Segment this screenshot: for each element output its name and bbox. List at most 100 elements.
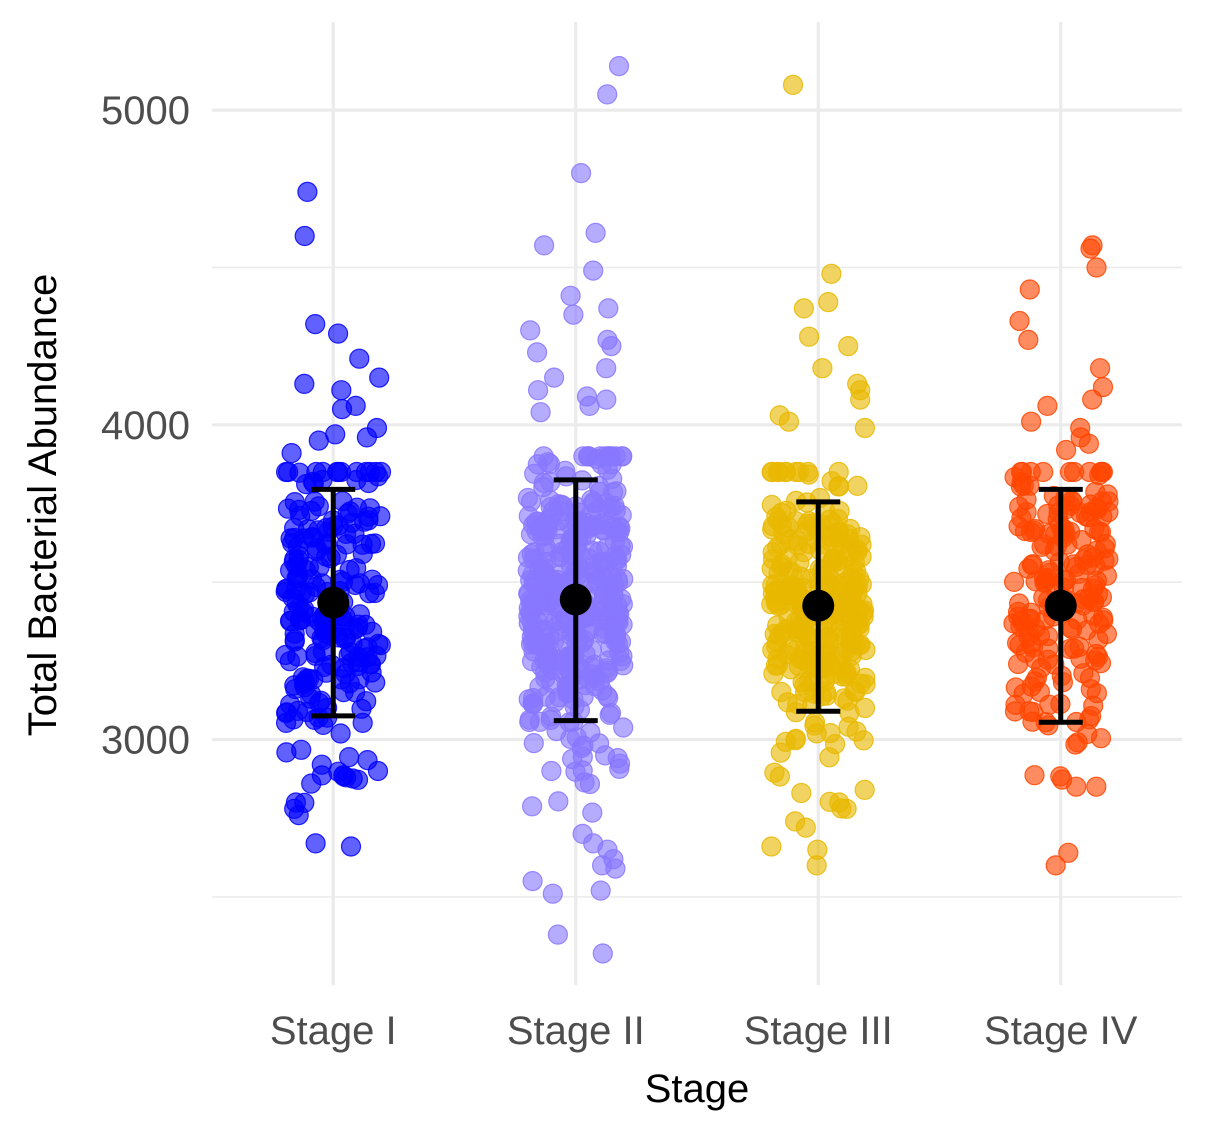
data-point: [294, 676, 315, 698]
data-point: [1086, 776, 1107, 797]
points-layer: [275, 55, 1119, 964]
data-point: [766, 506, 787, 527]
x-tick-label: Stage IV: [984, 1009, 1138, 1053]
data-point: [527, 454, 548, 475]
data-point: [590, 880, 611, 901]
data-point: [582, 802, 603, 823]
data-point: [1045, 855, 1066, 876]
data-point: [283, 709, 304, 730]
data-point: [1091, 461, 1112, 483]
data-point: [818, 563, 839, 584]
data-point: [1024, 765, 1045, 786]
data-point: [1088, 629, 1109, 650]
data-point: [336, 767, 357, 788]
data-point: [356, 427, 377, 448]
data-point: [1038, 715, 1059, 736]
data-point: [538, 509, 559, 530]
data-point: [605, 500, 626, 521]
axis-layer: 3000 4000 5000 Stage I Stage II Stage III Stag…: [101, 89, 1138, 1053]
data-point: [583, 260, 604, 281]
data-point: [291, 739, 312, 760]
data-point: [1086, 257, 1107, 278]
data-point: [570, 163, 592, 184]
data-point: [521, 544, 542, 565]
x-tick-label: Stage I: [270, 1009, 397, 1053]
data-point: [791, 782, 812, 804]
data-point: [282, 532, 303, 554]
data-point: [1089, 358, 1111, 379]
data-point: [526, 634, 548, 655]
data-point: [831, 654, 852, 676]
y-tick-label: 4000: [101, 404, 190, 448]
data-point: [608, 55, 630, 77]
data-point: [601, 336, 622, 357]
data-point: [520, 320, 541, 341]
data-point: [771, 556, 792, 577]
data-point: [519, 711, 540, 733]
data-point: [846, 721, 867, 742]
data-point: [518, 583, 540, 605]
data-point: [575, 622, 597, 643]
data-point: [597, 84, 618, 105]
data-point: [1024, 648, 1045, 670]
data-point: [812, 358, 833, 379]
data-point: [309, 557, 330, 578]
mean-point: [802, 589, 835, 622]
data-point: [535, 662, 556, 683]
data-point: [1013, 683, 1034, 704]
data-point: [805, 649, 826, 671]
data-point: [340, 836, 362, 857]
data-point: [783, 578, 804, 600]
data-point: [605, 858, 626, 879]
data-point: [596, 685, 618, 707]
y-axis-title: Total Bacterial Abundance: [21, 274, 65, 737]
data-point: [798, 326, 820, 347]
data-point: [542, 883, 563, 904]
data-point: [793, 298, 815, 319]
data-point: [838, 336, 859, 357]
data-point: [770, 742, 791, 763]
data-point: [806, 723, 827, 744]
data-point: [547, 924, 569, 945]
data-point: [592, 943, 613, 964]
data-point: [766, 631, 788, 653]
data-point: [795, 817, 816, 838]
data-point: [598, 298, 619, 319]
data-point: [602, 468, 623, 489]
data-point: [1046, 535, 1068, 557]
data-point: [1070, 648, 1091, 669]
data-point: [305, 833, 326, 854]
data-point: [595, 623, 616, 644]
x-axis-title: Stage: [645, 1067, 750, 1111]
data-point: [850, 389, 871, 410]
data-point: [543, 367, 565, 388]
data-point: [854, 697, 876, 719]
data-point: [292, 601, 313, 623]
data-point: [556, 466, 577, 487]
data-point: [331, 399, 353, 420]
data-point: [1019, 279, 1040, 300]
data-point: [305, 642, 326, 664]
data-point: [330, 723, 351, 744]
data-point: [611, 588, 632, 610]
mean-point: [317, 586, 350, 619]
data-point: [765, 580, 786, 601]
data-point: [581, 639, 603, 661]
data-point: [598, 650, 620, 671]
x-tick-label: Stage III: [744, 1009, 893, 1053]
data-point: [1080, 679, 1101, 700]
data-point: [1083, 695, 1104, 716]
data-point: [568, 531, 589, 552]
data-point: [1080, 238, 1101, 259]
data-point: [854, 417, 876, 439]
data-point: [1092, 506, 1113, 527]
data-point: [847, 475, 868, 496]
data-point: [782, 74, 804, 96]
data-point: [609, 753, 631, 774]
data-point: [1010, 461, 1032, 483]
data-point: [331, 380, 352, 401]
data-point: [349, 348, 370, 369]
data-point: [1092, 607, 1114, 628]
data-point: [828, 476, 849, 497]
